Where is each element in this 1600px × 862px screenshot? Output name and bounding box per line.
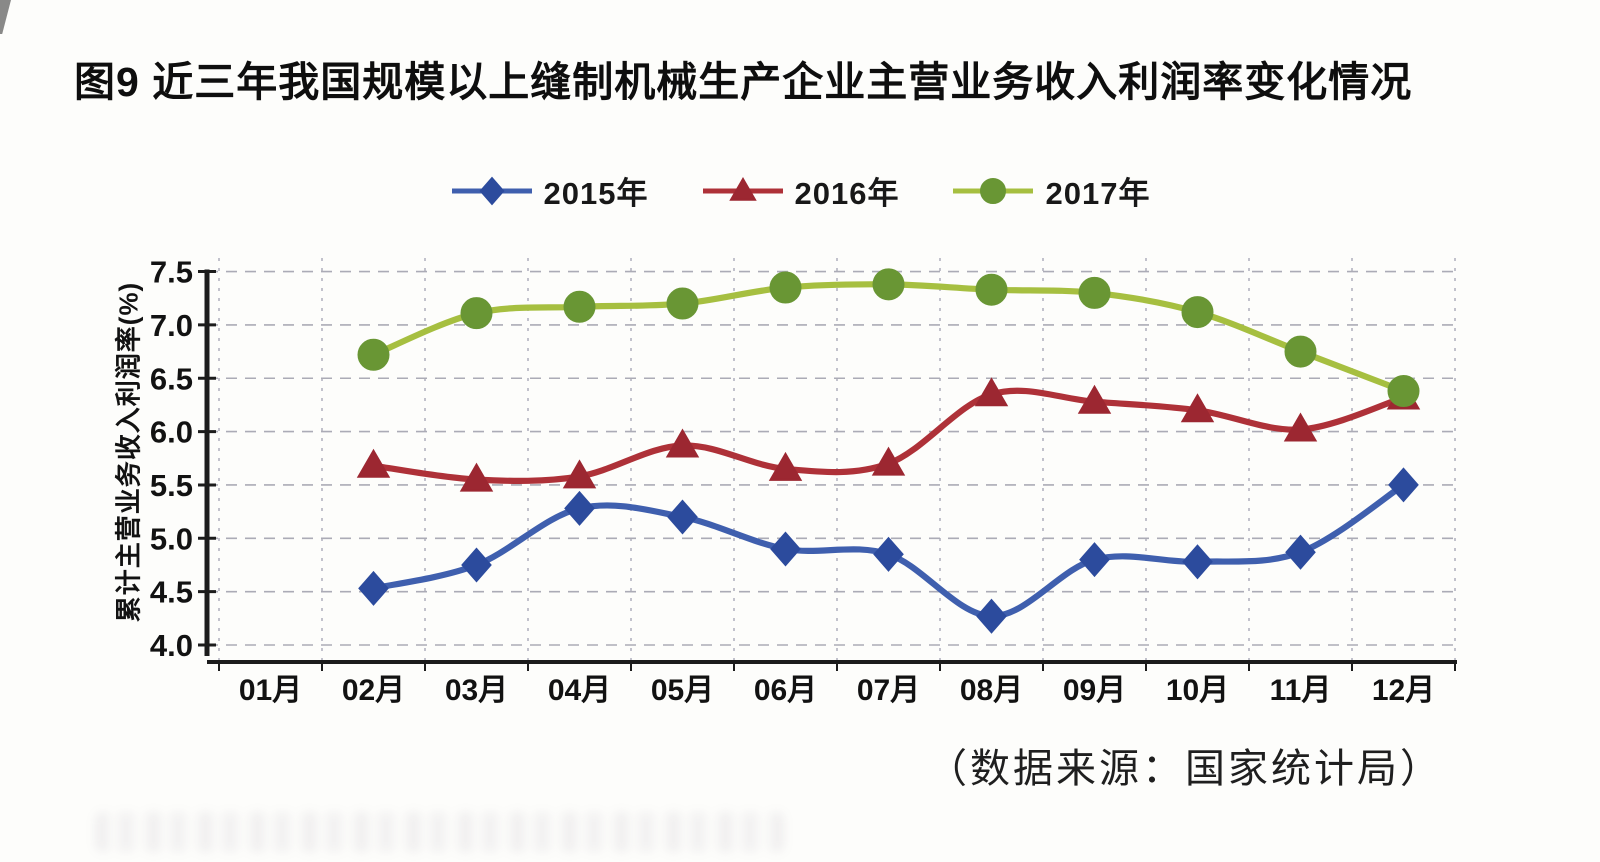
circle-marker xyxy=(975,273,1008,306)
diamond-marker xyxy=(1388,467,1419,503)
x-tick-label: 10月 xyxy=(1166,674,1229,707)
triangle-marker xyxy=(1180,393,1215,423)
x-tick-label: 01月 xyxy=(239,674,302,707)
x-tick-label: 08月 xyxy=(960,674,1023,707)
diamond-marker xyxy=(358,570,389,606)
x-tick-label: 02月 xyxy=(342,674,405,707)
triangle-legend-marker-icon xyxy=(702,176,783,201)
diamond-marker xyxy=(667,499,698,535)
diamond-legend-marker-icon xyxy=(451,176,532,205)
triangle-marker xyxy=(562,459,597,489)
circle-marker xyxy=(1387,375,1420,408)
diamond-marker xyxy=(564,490,595,526)
diamond-marker xyxy=(770,531,801,567)
scan-bleed-artifact xyxy=(95,812,785,852)
y-tick-label: 4.0 xyxy=(150,628,193,663)
triangle-marker xyxy=(459,462,494,492)
y-tick-label: 6.5 xyxy=(150,361,193,396)
diamond-marker xyxy=(1182,544,1213,580)
series-markers-2017年 xyxy=(357,268,1420,408)
diamond-marker xyxy=(1079,542,1110,578)
x-tick-label: 12月 xyxy=(1372,674,1435,707)
legend-item-2017年: 2017年 xyxy=(951,168,1150,213)
circle-marker xyxy=(1078,276,1111,309)
diamond-marker xyxy=(873,536,904,572)
triangle-marker xyxy=(871,446,906,476)
circle-marker xyxy=(872,268,905,301)
triangle-marker xyxy=(665,428,700,458)
triangle-marker xyxy=(356,448,391,478)
circle-legend-marker-icon xyxy=(953,177,1034,204)
legend-label: 2015年 xyxy=(543,176,649,211)
circle-marker xyxy=(666,287,699,320)
source-note: （数据来源：国家统计局） xyxy=(927,746,1443,791)
scan-corner-artifact xyxy=(0,0,11,34)
circle-marker xyxy=(1284,335,1317,368)
x-tick-label: 11月 xyxy=(1270,674,1332,707)
series-markers-2016年 xyxy=(356,377,1421,492)
y-tick-label: 6.0 xyxy=(150,415,193,450)
y-tick-label: 5.5 xyxy=(150,468,193,503)
chart-legend: 2015年 2016年 2017年 xyxy=(0,168,1600,213)
legend-label: 2016年 xyxy=(794,176,900,211)
diamond-marker xyxy=(976,598,1007,634)
triangle-marker xyxy=(1077,384,1112,414)
triangle-marker xyxy=(1283,412,1318,442)
circle-marker xyxy=(357,338,390,371)
y-tick-label: 7.0 xyxy=(150,308,193,343)
circle-marker xyxy=(460,297,493,330)
diamond-marker xyxy=(1285,534,1316,570)
x-tick-label: 07月 xyxy=(857,674,920,707)
x-tick-label: 09月 xyxy=(1063,674,1126,707)
legend-item-2016年: 2016年 xyxy=(701,168,900,213)
y-tick-label: 5.0 xyxy=(150,521,193,556)
circle-marker xyxy=(563,290,596,323)
diamond-marker xyxy=(479,176,505,205)
triangle-marker xyxy=(728,176,757,201)
y-tick-label: 7.5 xyxy=(150,255,193,290)
circle-marker xyxy=(769,271,802,304)
circle-marker xyxy=(980,177,1007,204)
x-tick-label: 03月 xyxy=(445,674,508,707)
y-axis-title: 累计主营业务收入利润率(%) xyxy=(113,281,144,623)
diamond-marker xyxy=(461,547,492,583)
y-tick-label: 4.5 xyxy=(150,575,193,610)
x-tick-label: 06月 xyxy=(754,674,817,707)
triangle-marker xyxy=(974,377,1009,407)
circle-marker xyxy=(1181,296,1214,329)
triangle-marker xyxy=(768,451,803,481)
series-markers-2015年 xyxy=(358,467,1419,634)
x-tick-label: 05月 xyxy=(651,674,714,707)
legend-label: 2017年 xyxy=(1045,176,1151,211)
x-tick-label: 04月 xyxy=(548,674,611,707)
legend-item-2015年: 2015年 xyxy=(450,168,649,213)
figure-title: 图9 近三年我国规模以上缝制机械生产企业主营业务收入利润率变化情况 xyxy=(74,59,1413,105)
